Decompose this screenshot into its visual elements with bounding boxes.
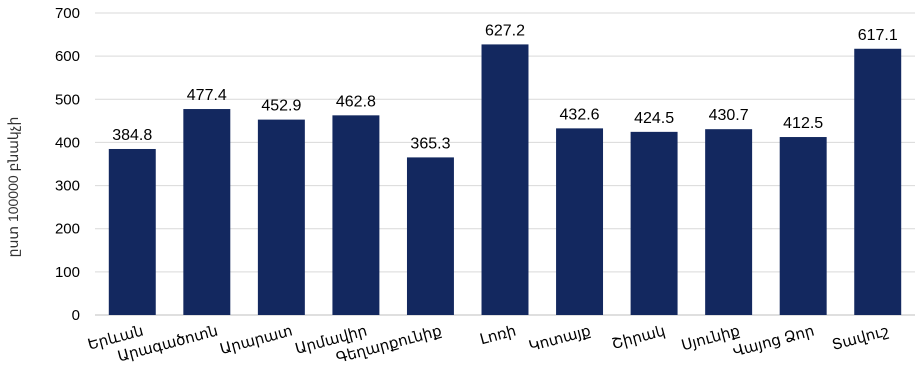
bar bbox=[406, 157, 454, 315]
data-label: 462.8 bbox=[336, 93, 376, 110]
data-label: 627.2 bbox=[485, 22, 525, 39]
bar bbox=[257, 119, 305, 315]
data-label: 365.3 bbox=[410, 135, 450, 152]
bar bbox=[481, 44, 529, 316]
bar bbox=[183, 109, 231, 315]
x-tick-label: Կոտայք bbox=[527, 322, 593, 355]
data-label: 452.9 bbox=[261, 98, 301, 115]
data-label: 477.4 bbox=[187, 87, 227, 104]
data-label: 617.1 bbox=[858, 27, 898, 44]
y-axis-ticks: 0 100 200 300 400 500 600 700 bbox=[55, 5, 80, 324]
y-tick-label: 600 bbox=[55, 48, 80, 65]
bars bbox=[108, 44, 902, 316]
data-label: 412.5 bbox=[783, 115, 823, 132]
data-labels: 384.8 477.4 452.9 462.8 365.3 627.2 432.6 424.5… bbox=[112, 22, 898, 152]
data-label: 430.7 bbox=[709, 107, 749, 124]
x-tick-label: Վայոց Ձոր bbox=[731, 322, 816, 360]
y-tick-label: 400 bbox=[55, 134, 80, 151]
x-tick-label: Արարատ bbox=[218, 322, 294, 358]
data-label: 432.6 bbox=[560, 106, 600, 123]
y-tick-label: 300 bbox=[55, 178, 80, 195]
data-label: 424.5 bbox=[634, 110, 674, 127]
x-tick-label: Տավուշ bbox=[830, 322, 891, 353]
bar bbox=[705, 129, 753, 315]
y-axis-title: ըստ 100000 բնակչի bbox=[5, 117, 21, 258]
bar bbox=[630, 131, 678, 315]
bar bbox=[779, 137, 827, 315]
x-tick-label: Լոռի bbox=[478, 322, 518, 348]
y-tick-label: 200 bbox=[55, 221, 80, 238]
x-tick-label: Շիրակ bbox=[610, 322, 667, 353]
bar bbox=[332, 115, 380, 315]
y-tick-label: 500 bbox=[55, 91, 80, 108]
y-tick-label: 0 bbox=[72, 307, 80, 324]
y-tick-label: 100 bbox=[55, 264, 80, 281]
data-label: 384.8 bbox=[112, 127, 152, 144]
bar bbox=[108, 148, 156, 315]
bar bbox=[854, 48, 902, 315]
bar bbox=[556, 128, 604, 315]
y-tick-label: 700 bbox=[55, 5, 80, 22]
